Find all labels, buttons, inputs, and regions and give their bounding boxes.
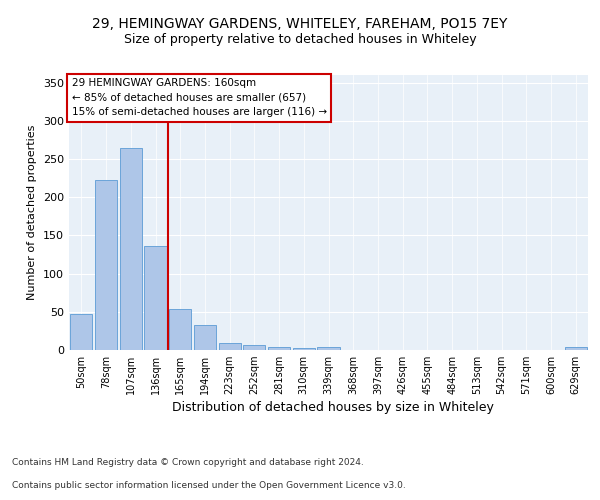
Bar: [145, 246, 167, 350]
Text: Contains public sector information licensed under the Open Government Licence v3: Contains public sector information licen…: [12, 480, 406, 490]
Bar: [169, 308, 191, 350]
Bar: [70, 314, 92, 350]
Text: 29, HEMINGWAY GARDENS, WHITELEY, FAREHAM, PO15 7EY: 29, HEMINGWAY GARDENS, WHITELEY, FAREHAM…: [92, 18, 508, 32]
Bar: [293, 348, 315, 350]
Text: Contains HM Land Registry data © Crown copyright and database right 2024.: Contains HM Land Registry data © Crown c…: [12, 458, 364, 467]
Text: 29 HEMINGWAY GARDENS: 160sqm
← 85% of detached houses are smaller (657)
15% of s: 29 HEMINGWAY GARDENS: 160sqm ← 85% of de…: [71, 78, 327, 118]
Text: Distribution of detached houses by size in Whiteley: Distribution of detached houses by size …: [172, 401, 494, 414]
Bar: [119, 148, 142, 350]
Bar: [218, 343, 241, 350]
Bar: [317, 347, 340, 350]
Bar: [95, 180, 117, 350]
Bar: [243, 344, 265, 350]
Bar: [565, 347, 587, 350]
Bar: [194, 325, 216, 350]
Bar: [268, 347, 290, 350]
Y-axis label: Number of detached properties: Number of detached properties: [28, 125, 37, 300]
Text: Size of property relative to detached houses in Whiteley: Size of property relative to detached ho…: [124, 32, 476, 46]
